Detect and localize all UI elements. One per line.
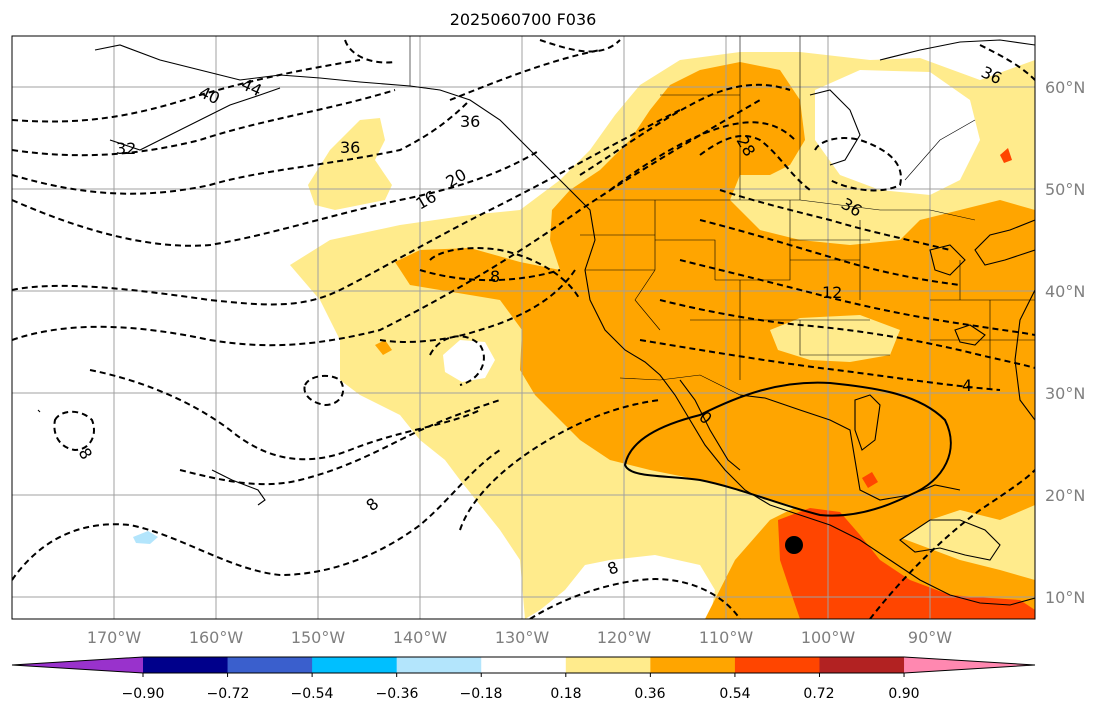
svg-text:−0.18: −0.18 bbox=[460, 686, 503, 702]
colorbar-segment bbox=[481, 657, 567, 673]
solid-contour-zero bbox=[623, 381, 952, 517]
longitude-labels: 170°W 160°W 150°W 140°W 130°W 120°W 110°… bbox=[87, 628, 952, 647]
latitude-labels: 60°N 50°N 40°N 30°N 20°N 10°N bbox=[1045, 78, 1085, 607]
map-area: 40 44 32 36 36 16 20 28 36 8 12 4 0 8 8 … bbox=[12, 36, 1035, 619]
political-borders bbox=[409, 36, 1035, 396]
svg-text:0.54: 0.54 bbox=[719, 686, 750, 702]
colorbar-segment bbox=[312, 657, 398, 673]
svg-text:−0.36: −0.36 bbox=[376, 686, 419, 702]
colorbar-labels: −0.90 −0.72 −0.54 −0.36 −0.18 0.18 0.36 … bbox=[122, 686, 920, 702]
svg-text:4: 4 bbox=[962, 376, 972, 395]
colorbar-segment bbox=[143, 657, 229, 673]
svg-text:160°W: 160°W bbox=[189, 628, 244, 647]
colorbar-segment bbox=[819, 657, 905, 673]
figure-title: 2025060700 F036 bbox=[450, 10, 597, 29]
svg-text:40°N: 40°N bbox=[1045, 282, 1085, 301]
fill-region-light-yellow-pacific bbox=[308, 118, 392, 210]
svg-text:120°W: 120°W bbox=[597, 628, 652, 647]
fill-region-light-blue bbox=[133, 531, 158, 544]
svg-text:130°W: 130°W bbox=[495, 628, 550, 647]
svg-text:20°N: 20°N bbox=[1045, 486, 1085, 505]
colorbar-segment bbox=[650, 657, 736, 673]
svg-text:−0.90: −0.90 bbox=[122, 686, 165, 702]
dashed-contours bbox=[12, 39, 1035, 619]
svg-text:12: 12 bbox=[822, 283, 842, 302]
svg-text:50°N: 50°N bbox=[1045, 180, 1085, 199]
fill-region-red-orange bbox=[778, 508, 1035, 619]
fill-region-orange bbox=[395, 62, 1035, 540]
svg-text:−0.54: −0.54 bbox=[291, 686, 334, 702]
svg-text:−0.72: −0.72 bbox=[207, 686, 250, 702]
svg-text:150°W: 150°W bbox=[291, 628, 346, 647]
svg-text:90°W: 90°W bbox=[908, 628, 952, 647]
colorbar-segment bbox=[734, 657, 820, 673]
svg-text:0.90: 0.90 bbox=[888, 686, 919, 702]
svg-text:36: 36 bbox=[460, 112, 480, 131]
svg-text:100°W: 100°W bbox=[801, 628, 856, 647]
svg-text:0.36: 0.36 bbox=[634, 686, 665, 702]
svg-text:10°N: 10°N bbox=[1045, 588, 1085, 607]
map-frame bbox=[11, 35, 1036, 620]
svg-text:0.18: 0.18 bbox=[550, 686, 581, 702]
svg-text:30°N: 30°N bbox=[1045, 384, 1085, 403]
svg-text:140°W: 140°W bbox=[393, 628, 448, 647]
svg-text:170°W: 170°W bbox=[87, 628, 142, 647]
svg-text:36: 36 bbox=[340, 138, 360, 157]
svg-text:32: 32 bbox=[116, 139, 136, 158]
colorbar-segment bbox=[904, 657, 1035, 673]
colorbar-segment bbox=[227, 657, 313, 673]
svg-text:8: 8 bbox=[490, 267, 500, 286]
svg-text:0.72: 0.72 bbox=[803, 686, 834, 702]
colorbar-segment bbox=[565, 657, 651, 673]
coastlines bbox=[37, 39, 1035, 606]
colorbar-segment bbox=[12, 657, 143, 673]
svg-text:60°N: 60°N bbox=[1045, 78, 1085, 97]
svg-text:110°W: 110°W bbox=[699, 628, 754, 647]
colorbar bbox=[11, 656, 1036, 677]
colorbar-segment bbox=[396, 657, 482, 673]
storm-center-dot bbox=[785, 536, 803, 554]
